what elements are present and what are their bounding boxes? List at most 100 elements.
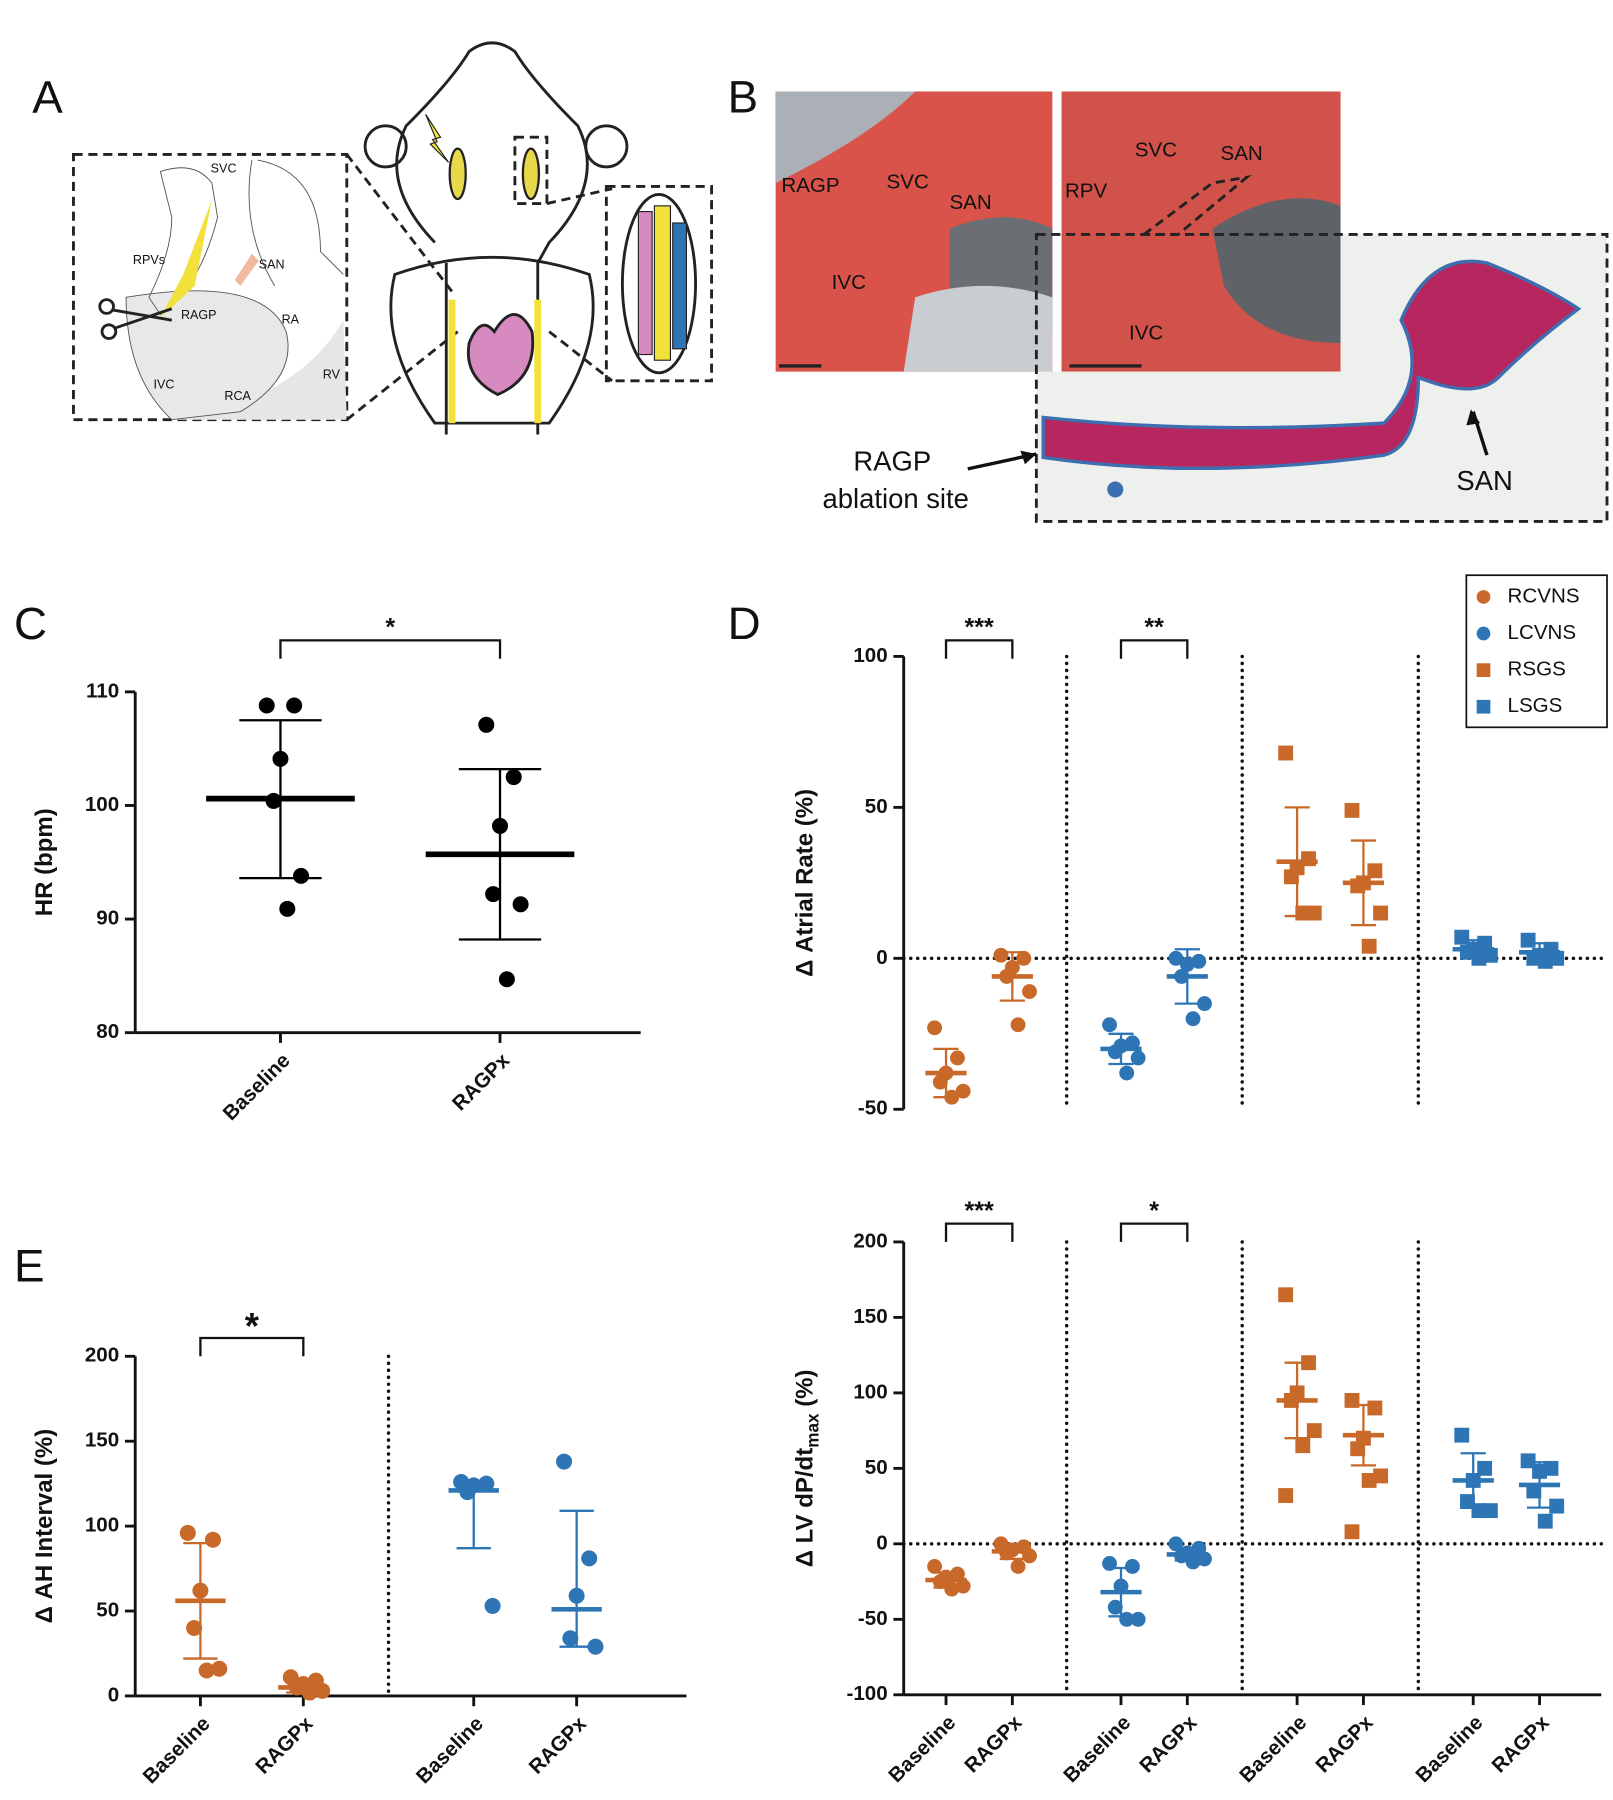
anatomy-label: RA	[282, 313, 300, 327]
nerve	[521, 147, 541, 201]
chain	[448, 299, 542, 424]
point	[1102, 1017, 1117, 1033]
thorax	[389, 255, 595, 425]
y-axis-label-subscript: max	[802, 1413, 822, 1448]
photo-label: RAGP	[781, 174, 839, 197]
anatomy-label: RCA	[224, 389, 251, 403]
point	[1306, 905, 1322, 921]
point	[1197, 996, 1212, 1012]
y-axis-label: Δ LV dP/dtmax (%)	[792, 1369, 822, 1567]
x-tick-label: Baseline	[219, 1049, 295, 1125]
point	[211, 1660, 228, 1677]
point	[1278, 745, 1294, 761]
point	[1119, 1065, 1135, 1081]
y-tick-label: 50	[865, 795, 888, 818]
point	[1520, 1453, 1536, 1469]
point	[1476, 590, 1491, 604]
point	[179, 1524, 196, 1541]
photo-label: IVC	[832, 271, 866, 294]
point	[1130, 1050, 1146, 1066]
x-tick-label: RAGPx	[960, 1711, 1027, 1778]
panel-label: C	[14, 598, 47, 649]
point	[1476, 626, 1491, 641]
point	[1295, 1438, 1311, 1454]
bolt	[425, 114, 450, 163]
annotation: RAGP	[853, 445, 931, 476]
panel-labels: A B C D E	[14, 72, 761, 1292]
point	[512, 896, 529, 913]
significance-bracket	[279, 639, 502, 659]
nerve	[448, 147, 467, 201]
y-tick-label: 50	[865, 1456, 888, 1479]
y-tick-label: 0	[108, 1683, 119, 1706]
zoom-line	[546, 187, 613, 382]
point	[1350, 1441, 1366, 1457]
y-tick-label: 150	[853, 1305, 887, 1328]
cut-outline	[1139, 174, 1252, 236]
photo-label: SVC	[1135, 138, 1177, 161]
scissors	[100, 323, 118, 340]
paw	[584, 124, 629, 169]
point	[1016, 950, 1032, 966]
significance-label: *	[385, 614, 395, 642]
y-axis-label-text: Δ AH Interval (%)	[31, 1429, 58, 1624]
annotation: ablation site	[822, 483, 968, 514]
point	[186, 1620, 203, 1637]
point	[1367, 863, 1383, 879]
point	[587, 1638, 604, 1655]
point	[1130, 1611, 1146, 1627]
arrowhead	[1466, 409, 1481, 426]
point	[1543, 1460, 1559, 1476]
anatomy-label: RV	[323, 367, 341, 381]
point	[293, 867, 310, 884]
significance-bracket	[944, 639, 1014, 659]
x-tick-label: Baseline	[139, 1712, 215, 1788]
x-tick-label: Baseline	[884, 1711, 960, 1787]
point	[581, 1550, 598, 1567]
point	[478, 1475, 495, 1492]
point	[204, 1531, 221, 1548]
y-tick-label: 200	[853, 1229, 887, 1252]
anatomy-label: RPVs	[133, 253, 165, 267]
point	[1361, 1473, 1377, 1488]
point	[556, 1453, 573, 1470]
panel-label: A	[32, 72, 63, 123]
nerve-fiber	[637, 210, 653, 356]
point	[1278, 1488, 1294, 1503]
point	[1537, 1513, 1553, 1529]
point	[478, 716, 495, 733]
y-axis-label-text: Δ Atrial Rate (%)	[792, 789, 819, 977]
y-tick-label: 100	[853, 1380, 887, 1403]
anatomy-label: SAN	[259, 258, 285, 272]
legend-label: RCVNS	[1508, 584, 1580, 607]
point	[484, 1597, 501, 1614]
point	[1185, 1011, 1201, 1027]
x-tick-label: Baseline	[1059, 1711, 1135, 1787]
point	[1460, 1494, 1475, 1510]
point	[950, 1050, 965, 1066]
point	[1191, 953, 1207, 969]
y-tick-label: -50	[858, 1097, 888, 1120]
y-tick-label: 110	[86, 679, 119, 702]
glove	[775, 91, 916, 183]
point	[944, 1581, 960, 1597]
significance-label: *	[245, 1306, 260, 1347]
point	[1482, 947, 1498, 963]
x-tick-label: Baseline	[1235, 1711, 1311, 1787]
y-tick-label: 90	[96, 906, 119, 929]
y-tick-label: 80	[96, 1020, 119, 1043]
x-tick-label: Baseline	[1411, 1711, 1487, 1787]
nerve-fiber	[672, 222, 687, 350]
point	[1344, 802, 1360, 818]
y-tick-label: 100	[853, 644, 887, 667]
point	[1482, 1503, 1498, 1519]
y-axis-label: Δ Atrial Rate (%)	[792, 789, 819, 977]
y-axis-label-suffix: (%)	[792, 1369, 819, 1413]
point	[1283, 869, 1299, 885]
panel-b: RAGP SVC SAN IVC RPV SVC SAN IVC RAGP ab…	[775, 91, 1609, 523]
photo-label: RPV	[1065, 180, 1108, 203]
point	[505, 769, 522, 786]
x-tick-label: RAGPx	[1487, 1711, 1554, 1778]
y-tick-label: 0	[876, 946, 887, 969]
point	[1367, 1400, 1383, 1416]
